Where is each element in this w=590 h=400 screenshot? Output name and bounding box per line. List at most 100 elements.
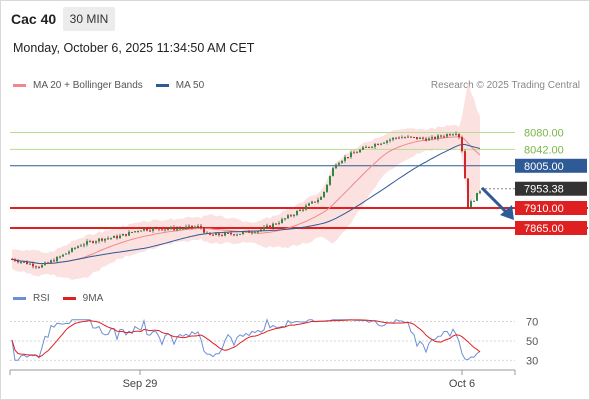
bollinger-bands [12,82,480,281]
candle-body [479,191,481,193]
candle-body [266,225,268,228]
candle-body [200,225,202,228]
legend-label-9ma: 9MA [82,293,104,304]
candle-body [221,235,223,237]
price-tag-bg [515,181,587,196]
candle-body [242,231,244,234]
candle-body [446,134,448,137]
candle-body [434,136,436,139]
candle-body [203,227,205,233]
candle-body [164,229,166,231]
candle-body [350,152,352,158]
candle-body [17,260,19,263]
candle-body [278,222,280,224]
candle-body [80,245,82,247]
candle-body [335,164,337,169]
candle-body [20,261,22,263]
x-tick-label: Oct 6 [449,378,475,390]
candle-body [116,235,118,239]
candle-body [410,136,412,138]
candle-body [152,228,154,231]
credit-text: Research © 2025 Trading Central [430,80,580,91]
candle-body [260,229,262,231]
candle-body [452,134,454,136]
candle-body [440,135,442,137]
candle-body [362,147,364,150]
candle-body [416,137,418,139]
candle-body [137,230,139,232]
candle-body [119,235,121,239]
candle-body [257,230,259,233]
price-tag-bg [518,125,586,140]
rsi-tick-label: 50 [526,336,538,348]
candle-body [380,143,382,145]
candle-body [371,146,373,148]
candlesticks [11,131,481,270]
price-tags: 8080.00 8042.00 8005.00 7953.38 7910.00 7865.… [480,125,587,235]
candle-body [326,184,328,192]
candle-body [101,238,103,241]
candle-body [305,205,307,210]
candle-body [308,203,310,206]
candle-body [125,233,127,236]
candle-body [311,201,313,204]
candle-body [398,137,400,139]
candle-body [176,228,178,230]
candle-body [458,133,460,138]
x-axis: Sep 29 Oct 6 [9,369,516,390]
candle-body [191,225,193,228]
timeframe-button[interactable]: 30 MIN [63,7,115,31]
candle-body [59,256,61,258]
candle-body [89,241,91,243]
price-tag-label: 7953.38 [524,184,564,196]
candle-body [182,228,184,230]
candle-body [215,233,217,236]
candle-body [332,168,334,177]
candle-body [329,176,331,185]
candle-body [14,259,16,261]
candle-body [467,178,469,208]
candle-body [50,260,52,263]
candle-body [95,241,97,243]
candle-body [356,152,358,154]
candle-body [26,261,28,265]
candle-body [323,191,325,198]
candle-body [281,219,283,223]
candle-body [62,254,64,257]
candle-body [146,228,148,231]
candle-body [179,228,181,230]
candle-body [113,235,115,238]
candle-body [188,225,190,227]
candle-body [122,233,124,236]
legend-label-ma50: MA 50 [175,80,205,91]
candle-body [11,259,13,261]
candle-body [155,228,157,230]
candle-body [77,246,79,248]
candle-body [71,248,73,252]
legend-label-rsi: RSI [33,293,50,304]
price-tag-bg [515,201,587,215]
candle-body [68,251,70,254]
instrument-title: Cac 40 [11,11,57,27]
candle-body [227,232,229,234]
candle-body [35,266,37,268]
candle-body [209,232,211,235]
candle-body [218,233,220,236]
candle-body [44,262,46,266]
x-tick-label: Sep 29 [123,378,158,390]
candle-body [41,265,43,268]
candle-body [314,201,316,203]
candle-body [284,218,286,220]
candle-body [92,241,94,243]
candle-body [56,256,58,262]
forecast-arrow-shaft [480,186,510,216]
candle-body [140,230,142,232]
candle-body [386,140,388,143]
candle-body [425,138,427,141]
candle-body [293,214,295,216]
candle-body [476,192,478,201]
candle-body [230,232,232,235]
candle-body [419,137,421,139]
candle-body [233,234,235,236]
